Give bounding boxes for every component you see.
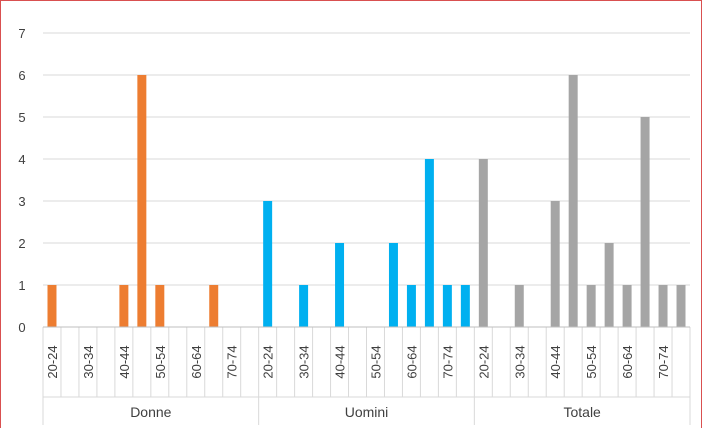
x-tick-label: 40-44 xyxy=(333,345,348,378)
bar xyxy=(119,285,129,327)
bar xyxy=(209,285,219,327)
x-tick-label: 50-54 xyxy=(368,345,383,378)
x-tick-label: 30-34 xyxy=(512,345,527,378)
x-tick-label: 50-54 xyxy=(153,345,168,378)
y-tick-label: 7 xyxy=(18,26,25,41)
x-tick-label: 20-24 xyxy=(261,345,276,378)
x-tick-label: 60-64 xyxy=(620,345,635,378)
x-tick-label: 20-24 xyxy=(476,345,491,378)
bar xyxy=(622,285,632,327)
x-tick-label: 60-64 xyxy=(189,345,204,378)
y-tick-label: 5 xyxy=(18,110,25,125)
x-tick-label: 70-74 xyxy=(225,345,240,378)
bar xyxy=(442,285,452,327)
y-tick-label: 0 xyxy=(18,320,25,335)
x-tick-label: 60-64 xyxy=(404,345,419,378)
y-tick-label: 6 xyxy=(18,68,25,83)
y-tick-label: 1 xyxy=(18,278,25,293)
bar xyxy=(676,285,686,327)
bar xyxy=(568,75,578,327)
bar xyxy=(47,285,57,327)
bar xyxy=(137,75,147,327)
y-tick-label: 4 xyxy=(18,152,25,167)
bar xyxy=(550,201,560,327)
group-label: Uomini xyxy=(345,404,389,420)
bar xyxy=(478,159,488,327)
bar xyxy=(155,285,165,327)
bar xyxy=(640,117,650,327)
x-tick-label: 70-74 xyxy=(656,345,671,378)
bar xyxy=(388,243,398,327)
bar xyxy=(514,285,524,327)
x-tick-label: 40-44 xyxy=(548,345,563,378)
y-tick-label: 3 xyxy=(18,194,25,209)
bar xyxy=(299,285,309,327)
bar xyxy=(586,285,596,327)
x-tick-label: 30-34 xyxy=(297,345,312,378)
bar xyxy=(460,285,470,327)
bar xyxy=(406,285,416,327)
bar xyxy=(263,201,273,327)
bar xyxy=(424,159,434,327)
group-label: Totale xyxy=(563,404,601,420)
x-tick-label: 20-24 xyxy=(45,345,60,378)
group-label: Donne xyxy=(130,404,171,420)
x-tick-label: 70-74 xyxy=(440,345,455,378)
y-tick-label: 2 xyxy=(18,236,25,251)
x-tick-label: 40-44 xyxy=(117,345,132,378)
bar xyxy=(335,243,345,327)
x-tick-label: 30-34 xyxy=(81,345,96,378)
bar xyxy=(658,285,668,327)
x-tick-label: 50-54 xyxy=(584,345,599,378)
bar xyxy=(604,243,614,327)
